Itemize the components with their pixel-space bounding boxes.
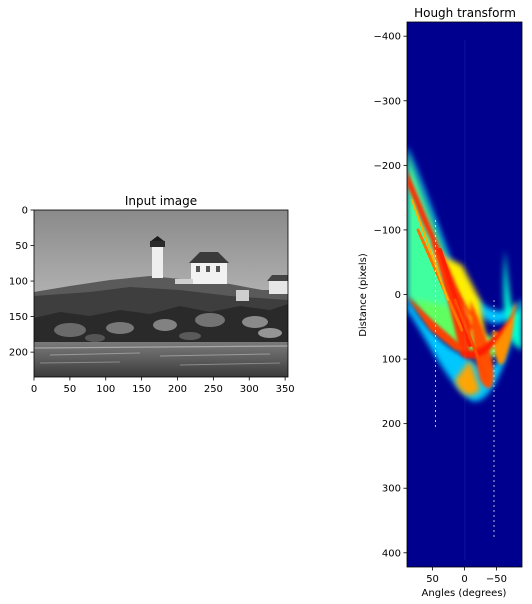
hough-heatmap	[407, 22, 522, 567]
hough-y-tick-label: −300	[374, 96, 401, 107]
y-tick-label: 100	[9, 277, 28, 288]
y-tick-label: 50	[15, 241, 28, 252]
hough-x-tick-label: 50	[426, 574, 439, 585]
x-tick-label: 150	[132, 384, 151, 395]
hough-y-tick-label: 100	[382, 355, 401, 366]
hough-x-tick-label: −50	[486, 574, 507, 585]
hough-xlabel: Angles (degrees)	[422, 588, 507, 599]
hough-y-tick-label: 300	[382, 484, 401, 495]
input-image-photo	[34, 210, 288, 377]
hough-x-axis: 50 0 −50	[426, 567, 507, 585]
input-image-x-axis: 0 50 100 150 200 250 300 350	[31, 377, 295, 395]
hough-y-tick-label: 0	[395, 290, 401, 301]
y-tick-label: 0	[22, 206, 28, 217]
x-tick-label: 0	[31, 384, 37, 395]
hough-y-tick-label: −100	[374, 225, 401, 236]
x-tick-label: 200	[168, 384, 187, 395]
hough-ylabel: Distance (pixels)	[358, 253, 369, 337]
y-tick-label: 150	[9, 312, 28, 323]
hough-y-tick-label: 400	[382, 548, 401, 559]
hough-y-tick-label: 200	[382, 419, 401, 430]
input-image-panel: Input image	[9, 194, 295, 395]
input-image-title: Input image	[125, 194, 197, 208]
hough-title: Hough transform	[414, 6, 516, 20]
hough-x-tick-label: 0	[461, 574, 467, 585]
x-tick-label: 300	[240, 384, 259, 395]
y-tick-label: 200	[9, 348, 28, 359]
hough-y-tick-label: −400	[374, 32, 401, 43]
hough-panel: Hough transform	[358, 6, 523, 599]
hough-y-axis: −400 −300 −200 −100 0 100 200 300 400	[374, 32, 407, 559]
input-image-y-axis: 0 50 100 150 200	[9, 206, 34, 359]
x-tick-label: 350	[276, 384, 295, 395]
x-tick-label: 100	[96, 384, 115, 395]
hough-y-tick-label: −200	[374, 161, 401, 172]
x-tick-label: 50	[64, 384, 77, 395]
x-tick-label: 250	[204, 384, 223, 395]
